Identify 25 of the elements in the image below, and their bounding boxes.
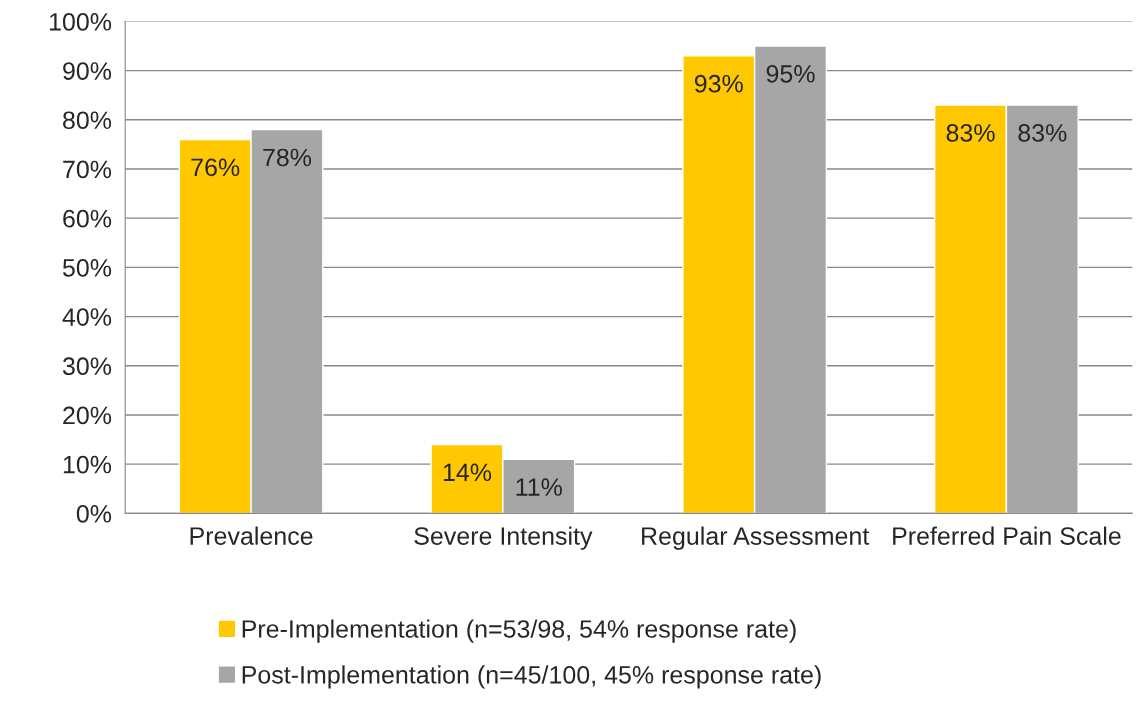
legend-label: Pre-Implementation (n=53/98, 54% response rate) xyxy=(242,619,796,643)
y-tick-label: 10% xyxy=(63,455,112,474)
y-tick-label: 0% xyxy=(76,504,112,523)
y-tick-label: 70% xyxy=(63,160,112,179)
data-label: 93% xyxy=(694,74,743,93)
y-tick-label: 90% xyxy=(63,62,112,80)
y-tick-label: 60% xyxy=(63,209,112,228)
data-label: 83% xyxy=(946,124,995,142)
y-tick-label: 40% xyxy=(62,308,112,326)
x-tick-label: Regular Assessment xyxy=(642,526,870,550)
y-tick-label: 80% xyxy=(63,111,112,130)
data-label: 83% xyxy=(1018,124,1067,142)
x-tick-label: Severe Intensity xyxy=(414,526,593,550)
x-tick-label: Preferred Pain Scale xyxy=(893,526,1121,545)
y-tick-label: 100% xyxy=(49,12,112,31)
data-label: 11% xyxy=(516,478,562,496)
data-label: 14% xyxy=(443,463,492,482)
y-tick-label: 30% xyxy=(62,357,112,376)
data-label: 78% xyxy=(263,148,312,167)
x-tick-label: Prevalence xyxy=(190,526,313,545)
data-label: 95% xyxy=(766,65,815,83)
data-label: 76% xyxy=(191,158,240,177)
legend-label: Post-Implementation (n=45/100, 45% response rate) xyxy=(242,665,821,689)
y-tick-label: 50% xyxy=(62,258,112,277)
y-tick-label: 20% xyxy=(63,406,112,425)
